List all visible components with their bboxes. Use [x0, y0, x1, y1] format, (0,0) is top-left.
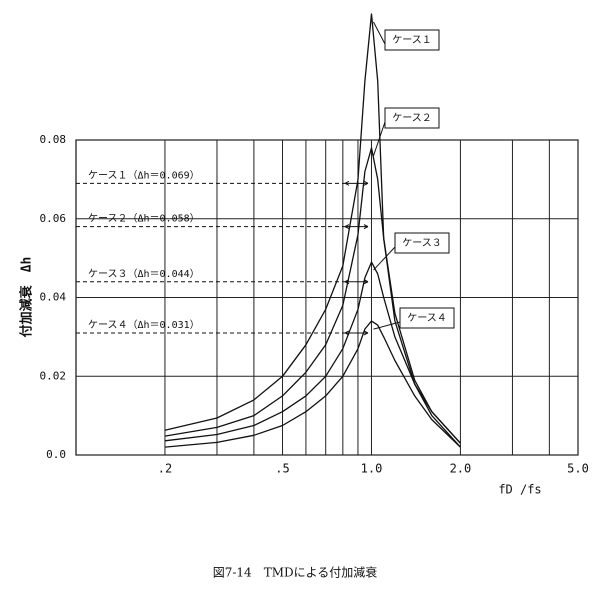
- leader-line: [373, 246, 396, 271]
- arrow: [344, 180, 369, 186]
- annotation-label: ケース２（Δh＝0.058）: [88, 213, 200, 225]
- arrow: [344, 330, 369, 336]
- legend-box: [394, 232, 450, 254]
- legend-box: [384, 107, 440, 129]
- y-tick-label: 0.0: [46, 448, 66, 461]
- legend-box: [399, 307, 455, 329]
- x-tick-label: .5: [275, 462, 289, 476]
- x-tick-label: 5.0: [567, 462, 589, 476]
- legend-label: ケース３: [402, 237, 442, 249]
- x-axis-label: fD /fs: [498, 483, 541, 497]
- series-line: [164, 261, 461, 444]
- leader-line: [373, 321, 401, 330]
- series-line: [164, 147, 461, 444]
- annotation-label: ケース４（Δh＝0.031）: [88, 319, 200, 331]
- y-axis-label: 付加減衰 Δh: [19, 257, 35, 338]
- y-tick-label: 0.08: [40, 133, 67, 146]
- legend-label: ケース２: [392, 112, 432, 124]
- arrow: [344, 224, 369, 230]
- caption: 図7-14 TMDによる付加減衰: [213, 565, 378, 580]
- y-tick-label: 0.02: [40, 369, 67, 382]
- annotation-label: ケース１（Δh＝0.069）: [88, 169, 200, 181]
- annotation-label: ケース３（Δh＝0.044）: [88, 268, 200, 280]
- x-tick-label: 1.0: [361, 462, 383, 476]
- x-tick-label: .2: [158, 462, 172, 476]
- leader-line: [373, 21, 386, 45]
- leader-line: [372, 121, 386, 157]
- legend-label: ケース４: [407, 312, 447, 324]
- series-line: [164, 320, 461, 448]
- series-line: [164, 13, 461, 448]
- x-tick-label: 2.0: [450, 462, 472, 476]
- legend-box: [384, 29, 440, 51]
- y-tick-label: 0.04: [40, 291, 67, 304]
- y-tick-label: 0.06: [40, 212, 67, 225]
- legend-label: ケース１: [392, 34, 432, 46]
